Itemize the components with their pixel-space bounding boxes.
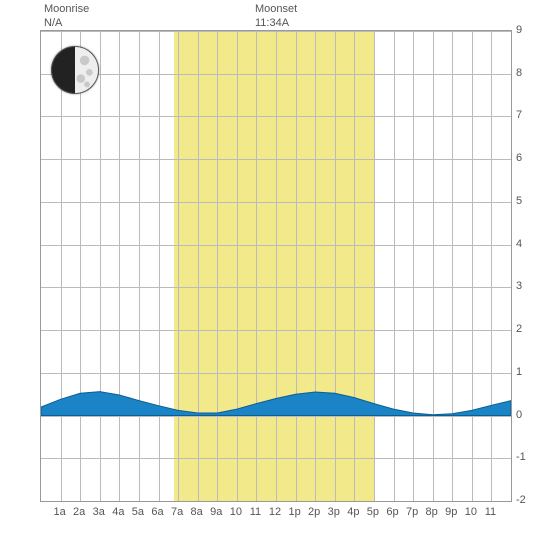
x-tick-label: 10 — [465, 506, 477, 532]
x-tick-label: 9p — [445, 506, 457, 532]
x-tick-label: 8p — [426, 506, 438, 532]
y-tick-label: -2 — [516, 494, 544, 506]
x-tick-label: 9a — [210, 506, 222, 532]
moon-phase-icon — [51, 46, 99, 94]
x-tick-label: 8a — [191, 506, 203, 532]
x-tick-label: 5a — [132, 506, 144, 532]
y-tick-label: 9 — [516, 24, 544, 36]
x-tick-label: 2a — [73, 506, 85, 532]
y-tick-label: 4 — [516, 238, 544, 250]
moonrise-block: Moonrise N/A — [44, 2, 89, 31]
x-tick-label: 5p — [367, 506, 379, 532]
x-tick-label: 1p — [288, 506, 300, 532]
x-tick-label: 11 — [250, 506, 261, 532]
x-tick-label: 6a — [151, 506, 163, 532]
x-tick-label: 4a — [112, 506, 124, 532]
x-tick-label: 3p — [328, 506, 340, 532]
tide-area — [41, 31, 511, 501]
moonrise-value: N/A — [44, 16, 89, 30]
y-tick-label: 6 — [516, 152, 544, 164]
moonset-value: 11:34A — [255, 16, 297, 30]
x-tick-label: 11 — [485, 506, 496, 532]
y-tick-label: 8 — [516, 67, 544, 79]
x-tick-label: 12 — [269, 506, 281, 532]
x-tick-label: 10 — [230, 506, 242, 532]
x-tick-label: 4p — [347, 506, 359, 532]
y-tick-label: 5 — [516, 195, 544, 207]
moonset-block: Moonset 11:34A — [255, 2, 297, 31]
x-tick-label: 6p — [386, 506, 398, 532]
y-tick-label: 7 — [516, 109, 544, 121]
y-tick-label: 3 — [516, 280, 544, 292]
x-tick-label: 2p — [308, 506, 320, 532]
x-tick-label: 7p — [406, 506, 418, 532]
moonrise-label: Moonrise — [44, 2, 89, 16]
y-tick-label: -1 — [516, 451, 544, 463]
y-tick-label: 2 — [516, 323, 544, 335]
x-tick-label: 3a — [93, 506, 105, 532]
x-tick-label: 1a — [53, 506, 65, 532]
y-tick-label: 0 — [516, 409, 544, 421]
tide-chart: Moonrise N/A Moonset 11:34A -2-101234567… — [0, 0, 550, 550]
plot-area — [40, 30, 512, 502]
moonset-label: Moonset — [255, 2, 297, 16]
y-tick-label: 1 — [516, 366, 544, 378]
x-tick-label: 7a — [171, 506, 183, 532]
